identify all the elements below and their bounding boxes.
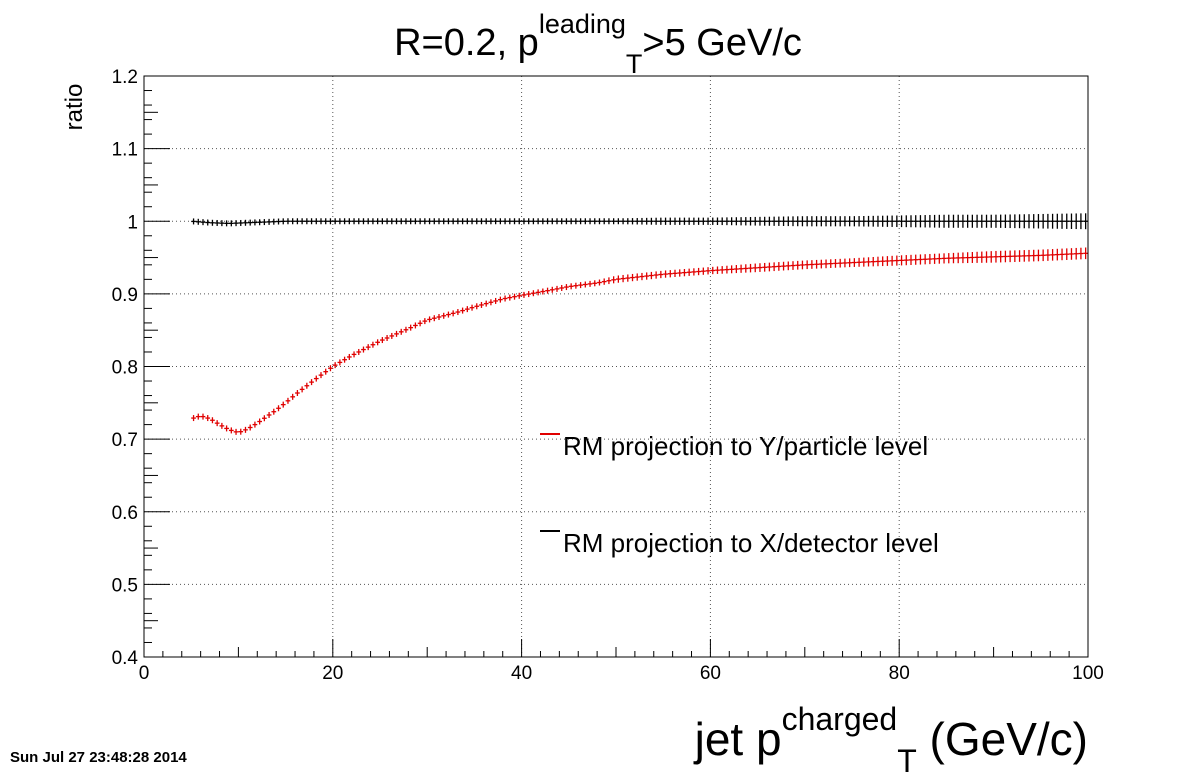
y-tick-label: 1.2 (112, 67, 138, 88)
x-label-subscript: T (897, 743, 917, 772)
title-subscript: T (626, 49, 643, 79)
timestamp: Sun Jul 27 23:48:28 2014 (10, 749, 187, 766)
tick-labels: 0 20 40 60 80 100 0.4 0.5 0.6 0.7 0.8 0.9 1 1.1 1.2 (112, 67, 1104, 684)
y-tick-label: 0.5 (112, 575, 138, 596)
series-particle-level (191, 247, 1088, 435)
title-base: R=0.2, p (394, 22, 539, 64)
x-label-base: jet p (693, 713, 782, 765)
title-tail: >5 GeV/c (642, 22, 801, 64)
y-tick-label: 0.9 (112, 285, 138, 306)
x-label-superscript: charged (782, 701, 898, 737)
y-tick-label: 1.1 (112, 140, 138, 161)
legend-label-detector: RM projection to X/detector level (563, 528, 939, 558)
series-detector-level (191, 213, 1088, 230)
y-tick-label: 1 (127, 212, 138, 233)
x-tick-label: 100 (1072, 663, 1104, 684)
x-tick-label: 0 (139, 663, 150, 684)
x-axis-label: jet pcharged T (GeV/c) (693, 701, 1088, 772)
y-tick-label: 0.7 (112, 430, 138, 451)
x-tick-label: 80 (889, 663, 910, 684)
x-tick-label: 60 (700, 663, 721, 684)
plot-frame (143, 75, 1089, 658)
legend: RM projection to Y/particle level RM pro… (540, 431, 939, 558)
y-tick-label: 0.6 (112, 503, 138, 524)
x-tick-label: 40 (511, 663, 532, 684)
title-superscript: leading (539, 9, 626, 39)
x-label-tail: (GeV/c) (917, 713, 1088, 765)
y-axis-label: ratio (61, 84, 88, 131)
chart-title: R=0.2, pleadingT>5 GeV/c (394, 9, 802, 79)
legend-label-particle: RM projection to Y/particle level (563, 431, 928, 461)
x-tick-label: 20 (322, 663, 343, 684)
grid-lines (144, 76, 1088, 657)
y-tick-label: 0.8 (112, 358, 138, 379)
y-tick-label: 0.4 (112, 648, 139, 669)
data-series (191, 213, 1088, 435)
